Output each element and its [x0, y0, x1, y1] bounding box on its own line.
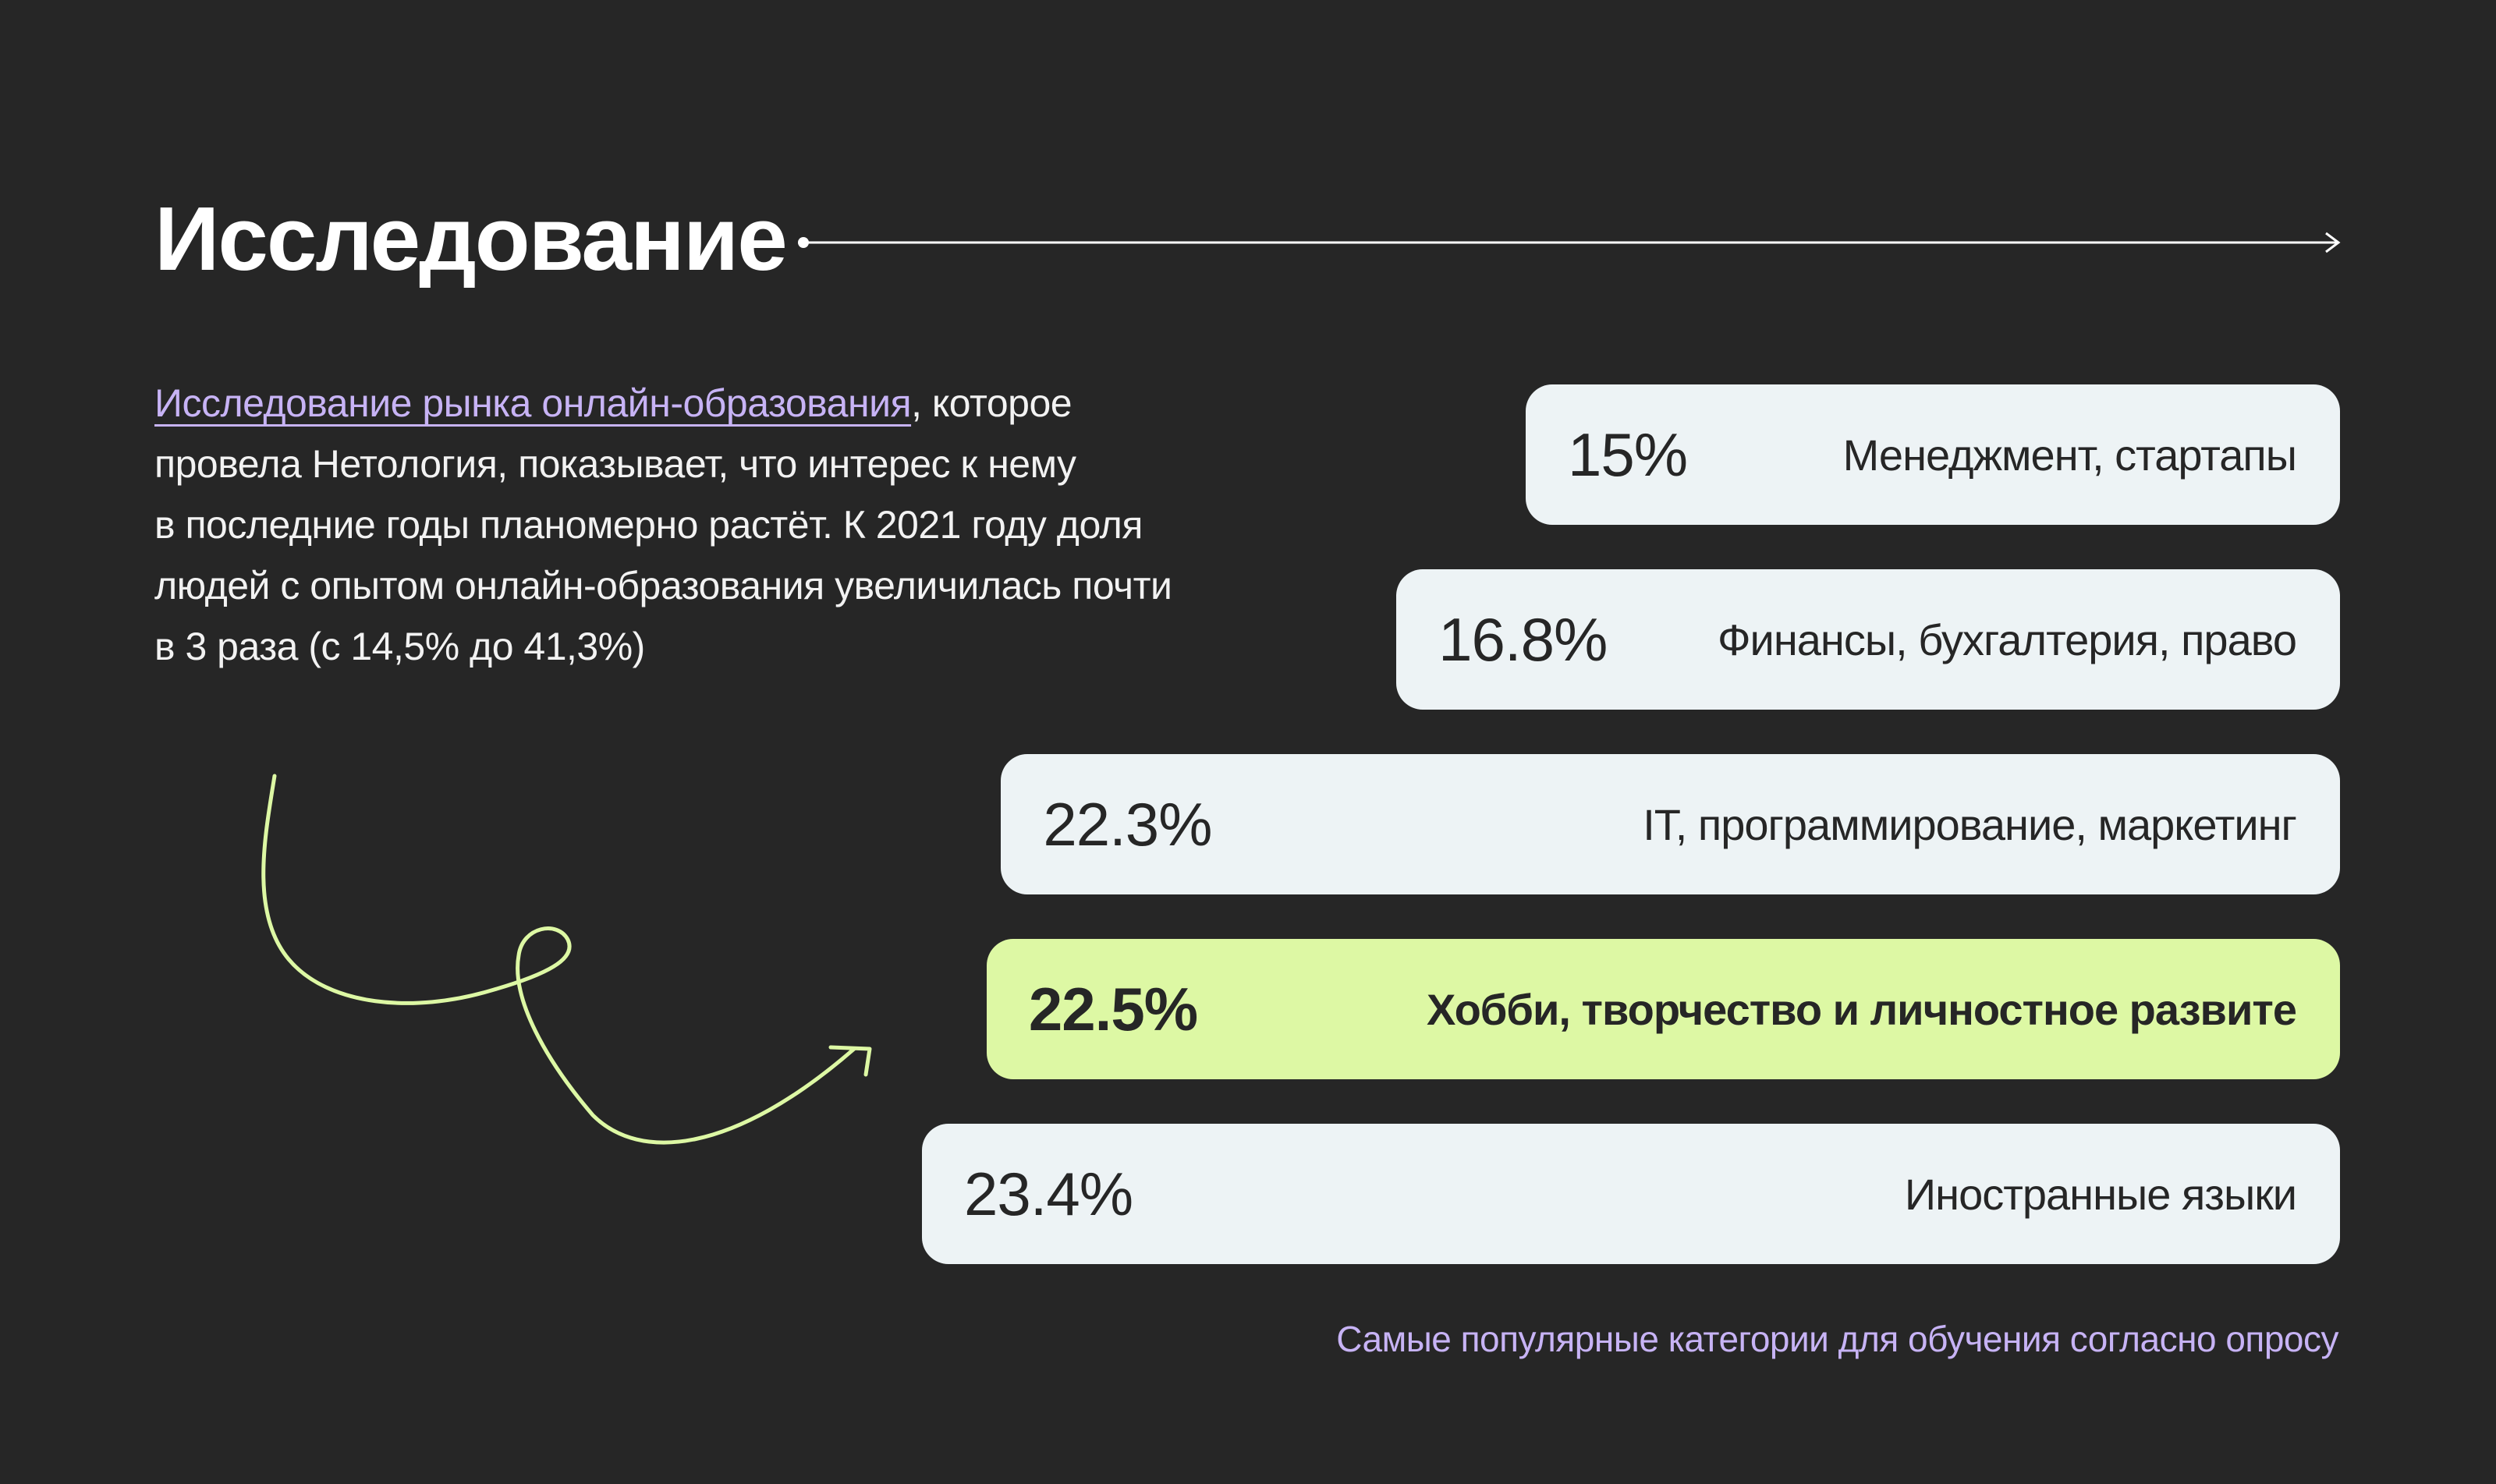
bar-5: 23.4% Иностранные языки: [922, 1124, 2340, 1264]
bar-value-label: 15%: [1568, 420, 1688, 489]
research-link[interactable]: Исследование рынка онлайн-образования: [154, 381, 912, 425]
page-title: Исследование: [154, 188, 788, 289]
intro-line-1-rest: , которое: [911, 381, 1072, 425]
bar-category-label: Финансы, бухгалтерия, право: [1717, 614, 2297, 664]
intro-line-2: провела Нетология, показывает, что интер…: [154, 442, 1076, 486]
intro-paragraph: Исследование рынка онлайн-образования, к…: [154, 373, 1246, 677]
intro-line-4: людей с опытом онлайн-образования увелич…: [154, 564, 1172, 607]
bar-value-label: 22.5%: [1028, 974, 1198, 1043]
bar-category-label: Иностранные языки: [1904, 1169, 2297, 1219]
bar-category-label: Хобби, творчество и личностное развите: [1426, 984, 2297, 1034]
bar-value-label: 16.8%: [1438, 604, 1608, 674]
bar-2: 16.8% Финансы, бухгалтерия, право: [1396, 569, 2340, 710]
bar-category-label: Менеджмент, стартапы: [1842, 430, 2297, 480]
bar-1: 15% Менеджмент, стартапы: [1526, 384, 2340, 525]
bar-3: 22.3% IT, программирование, маркетинг: [1001, 754, 2340, 894]
squiggle-arrow-decoration: [261, 774, 872, 1145]
title-arrow-line: [798, 232, 2341, 253]
intro-line-5: в 3 раза (с 14,5% до 41,3%): [154, 625, 645, 668]
bar-value-label: 22.3%: [1043, 789, 1212, 859]
intro-line-3: в последние годы планомерно растёт. К 20…: [154, 503, 1143, 547]
bar-4: 22.5% Хобби, творчество и личностное разв…: [986, 939, 2340, 1079]
chart-caption: Самые популярные категории для обучения …: [1336, 1319, 2338, 1359]
bar-category-label: IT, программирование, маркетинг: [1643, 799, 2297, 849]
bar-value-label: 23.4%: [964, 1159, 1133, 1228]
